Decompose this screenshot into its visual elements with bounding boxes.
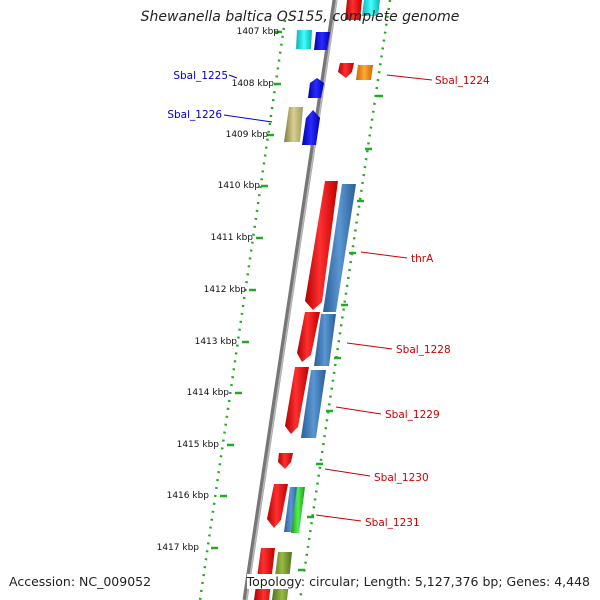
tick-label-1415: 1415 kbp <box>177 440 220 450</box>
tick-label-1413: 1413 kbp <box>195 337 238 347</box>
gene-label-thra: thrA <box>411 253 434 265</box>
tick-labels: 1407 kbp 1408 kbp 1409 kbp 1410 kbp 1411… <box>157 27 280 553</box>
accession-text: Accession: NC_009052 <box>9 574 152 589</box>
outer-tick-marks <box>298 94 383 572</box>
gene-label-sbal-1229: Sbal_1229 <box>385 409 440 421</box>
tick-label-1417: 1417 kbp <box>157 543 200 553</box>
gene-label-sbal-1230: Sbal_1230 <box>374 472 429 484</box>
feature-sbal-1226-khaki <box>284 107 303 142</box>
leader-lines <box>223 74 433 522</box>
tick-label-1408: 1408 kbp <box>232 79 275 89</box>
tick-label-1414: 1414 kbp <box>187 388 230 398</box>
backbone-line <box>242 0 338 600</box>
gene-label-sbal-1226: Sbal_1226 <box>167 109 222 121</box>
genome-summary-text: Topology: circular; Length: 5,127,376 bp… <box>246 574 590 589</box>
backbone-highlight <box>245 0 338 600</box>
tick-label-1416: 1416 kbp <box>167 491 210 501</box>
feature-sbal-1226 <box>302 110 320 145</box>
gene-label-sbal-1224: Sbal_1224 <box>435 75 490 87</box>
tick-label-1409: 1409 kbp <box>226 130 269 140</box>
feature-thra <box>305 181 338 310</box>
feature-sbal-1224 <box>338 63 354 78</box>
feature-sbal-1228 <box>297 312 320 362</box>
inner-track-guide <box>198 19 287 600</box>
gene-label-sbal-1225: Sbal_1225 <box>173 70 228 82</box>
feature-sbal-1224-orange <box>356 65 373 80</box>
feature-sbal-1231-blue <box>284 487 298 532</box>
gene-label-sbal-1228: Sbal_1228 <box>396 344 451 356</box>
tick-label-1411: 1411 kbp <box>211 233 254 243</box>
inner-tick-marks <box>211 30 282 550</box>
feature-sbal-1231-green <box>291 487 305 533</box>
tick-label-1407: 1407 kbp <box>237 27 280 37</box>
feature-cyan-top <box>296 30 312 49</box>
feature-sbal-1229 <box>285 367 309 434</box>
feature-sbal-1231 <box>267 484 288 528</box>
feature-blue-top <box>314 32 330 50</box>
outer-track-guide <box>298 0 392 600</box>
map-title: Shewanella baltica OS155, complete genom… <box>140 9 460 25</box>
feature-red-top <box>345 0 362 20</box>
tick-label-1412: 1412 kbp <box>204 285 247 295</box>
feature-sbal-1230 <box>278 453 293 469</box>
gene-label-sbal-1231: Sbal_1231 <box>365 517 420 529</box>
feature-sbal-1228-blue <box>314 314 336 366</box>
feature-thra-blue <box>323 184 356 312</box>
tick-label-1410: 1410 kbp <box>218 181 261 191</box>
feature-sbal-1229-blue <box>301 370 326 438</box>
feature-cyan-top-right <box>362 0 380 16</box>
feature-sbal-1225 <box>308 78 324 98</box>
